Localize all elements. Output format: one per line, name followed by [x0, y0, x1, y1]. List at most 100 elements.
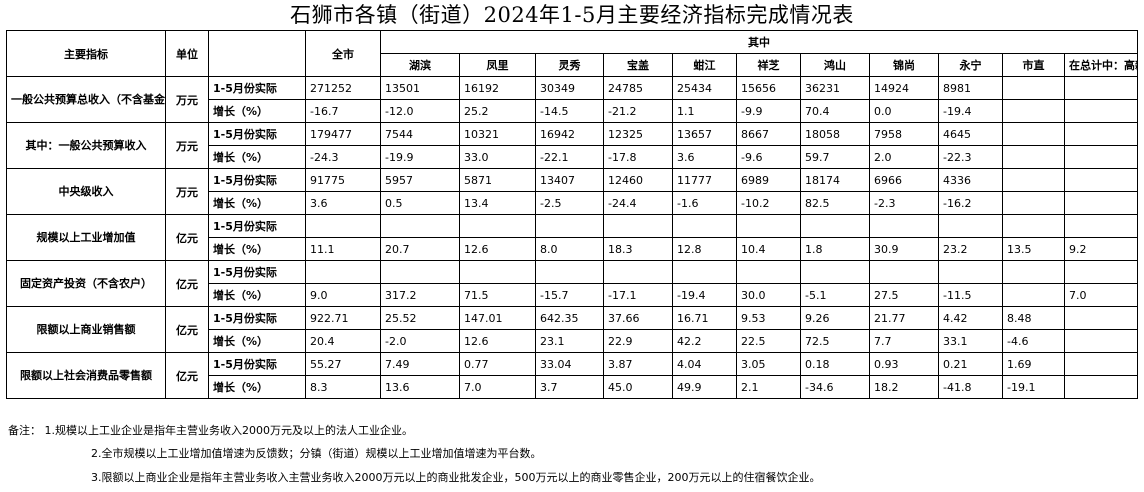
table-cell: 13657 [672, 122, 737, 146]
table-cell: -24.3 [305, 145, 381, 169]
table-cell: -41.8 [938, 375, 1003, 399]
row-indicator-name: 规模以上工业增加值 [6, 214, 166, 261]
table-cell: 0.93 [869, 352, 939, 376]
table-cell: 18058 [800, 122, 870, 146]
table-cell: 25.52 [380, 306, 460, 330]
table-cell [1063, 375, 1139, 399]
table-cell: 18.3 [603, 237, 673, 261]
table-cell [672, 214, 737, 238]
table-cell: -1.6 [672, 191, 737, 215]
table-cell: 8.48 [1002, 306, 1065, 330]
table-cell [1063, 306, 1139, 330]
table-cell: 25.2 [459, 99, 536, 123]
header-blank [208, 30, 306, 77]
table-row: 限额以上商业销售额 亿元 1-5月份实际 922.71 25.52 147.01 642.3… [6, 306, 1139, 353]
table-cell: 6989 [736, 168, 801, 192]
row-unit: 亿元 [165, 352, 209, 399]
table-cell: 11.1 [305, 237, 381, 261]
table-cell: 13.5 [1002, 237, 1065, 261]
header-town: 蚶江 [672, 53, 737, 77]
table-cell: 3.05 [736, 352, 801, 376]
table-cell: 8981 [938, 76, 1003, 100]
header-town: 锦尚 [869, 53, 939, 77]
table-cell [380, 260, 460, 284]
table-row: 中央级收入 万元 1-5月份实际 91775 5957 5871 13407 12460 117… [6, 168, 1139, 215]
table-cell [869, 260, 939, 284]
table-cell: -22.3 [938, 145, 1003, 169]
header-unit: 单位 [165, 30, 209, 77]
header-town: 湖滨 [380, 53, 460, 77]
table-cell: 33.0 [459, 145, 536, 169]
header-town: 在总计中：高新区 [1063, 53, 1139, 77]
table-cell: 33.1 [938, 329, 1003, 353]
row-growth-label: 增长（%） [208, 99, 306, 123]
table-cell: 9.53 [736, 306, 801, 330]
table-cell: 20.4 [305, 329, 381, 353]
table-cell [1063, 260, 1139, 284]
row-growth-label: 增长（%） [208, 283, 306, 307]
table-cell [800, 260, 870, 284]
table-cell: 3.7 [535, 375, 604, 399]
header-row-1: 主要指标 单位 全市 其中 [6, 30, 1139, 77]
table-cell: 12.6 [459, 237, 536, 261]
table-cell: 642.35 [535, 306, 604, 330]
table-cell: 13.6 [380, 375, 460, 399]
table-cell: 9.2 [1063, 237, 1139, 261]
table-cell: 7.49 [380, 352, 460, 376]
table-cell: 4336 [938, 168, 1003, 192]
table-row: 增长（%） 3.6 0.5 13.4 -2.5 -24.4 -1.6 -10.2 82.5 -2.… [7, 191, 1139, 215]
table-cell: 23.2 [938, 237, 1003, 261]
table-cell [1002, 99, 1065, 123]
table-row: 增长（%） -24.3 -19.9 33.0 -22.1 -17.8 3.6 -9.6 59.7… [7, 145, 1139, 169]
table-cell: 5871 [459, 168, 536, 192]
table-cell: 22.5 [736, 329, 801, 353]
table-cell: -24.4 [603, 191, 673, 215]
table-cell: 12.8 [672, 237, 737, 261]
table-cell: -9.9 [736, 99, 801, 123]
table-cell [535, 214, 604, 238]
row-actual-label: 1-5月份实际 [208, 76, 306, 100]
table-cell: -19.4 [672, 283, 737, 307]
table-cell: 179477 [305, 122, 381, 146]
row-growth-label: 增长（%） [208, 375, 306, 399]
table-cell: -16.2 [938, 191, 1003, 215]
table-cell: 18174 [800, 168, 870, 192]
table-cell: 24785 [603, 76, 673, 100]
table-cell: 45.0 [603, 375, 673, 399]
row-actual-label: 1-5月份实际 [208, 122, 306, 146]
table-cell: -14.5 [535, 99, 604, 123]
table-cell: 7.7 [869, 329, 939, 353]
table-cell [1063, 168, 1139, 192]
table-cell: 27.5 [869, 283, 939, 307]
table-cell [1002, 214, 1065, 238]
note-3: 3.限额以上商业企业是指年主营业务收入主营业务收入2000万元以上的商业批发企业… [91, 471, 821, 484]
table-cell [1063, 122, 1139, 146]
header-town: 市直 [1002, 53, 1065, 77]
table-cell: 12460 [603, 168, 673, 192]
table-cell [869, 214, 939, 238]
table-cell [603, 260, 673, 284]
header-among: 其中 [379, 30, 1139, 54]
table-cell: 8.0 [535, 237, 604, 261]
table-cell: 14924 [869, 76, 939, 100]
table-cell [603, 214, 673, 238]
row-indicator-name: 固定资产投资（不含农户） [6, 260, 166, 307]
table-cell: 15656 [736, 76, 801, 100]
table-cell [535, 260, 604, 284]
table-row: 一般公共预算总收入（不含基金） 万元 1-5月份实际 271252 13501 16192… [6, 76, 1139, 123]
note-1: 备注： 1.规模以上工业企业是指年主营业务收入2000万元及以上的法人工业企业。 [8, 424, 413, 437]
table-cell: -22.1 [535, 145, 604, 169]
table-cell [1063, 76, 1139, 100]
table-cell: 82.5 [800, 191, 870, 215]
row-actual-label: 1-5月份实际 [208, 214, 306, 238]
table-cell [1002, 191, 1065, 215]
table-cell: -16.7 [305, 99, 381, 123]
table-cell [1063, 214, 1139, 238]
header-indicator: 主要指标 [6, 30, 166, 77]
table-cell: 21.77 [869, 306, 939, 330]
table-cell [305, 214, 381, 238]
table-cell [305, 260, 381, 284]
table-cell: 12325 [603, 122, 673, 146]
row-unit: 亿元 [165, 214, 209, 261]
table-cell [736, 214, 801, 238]
